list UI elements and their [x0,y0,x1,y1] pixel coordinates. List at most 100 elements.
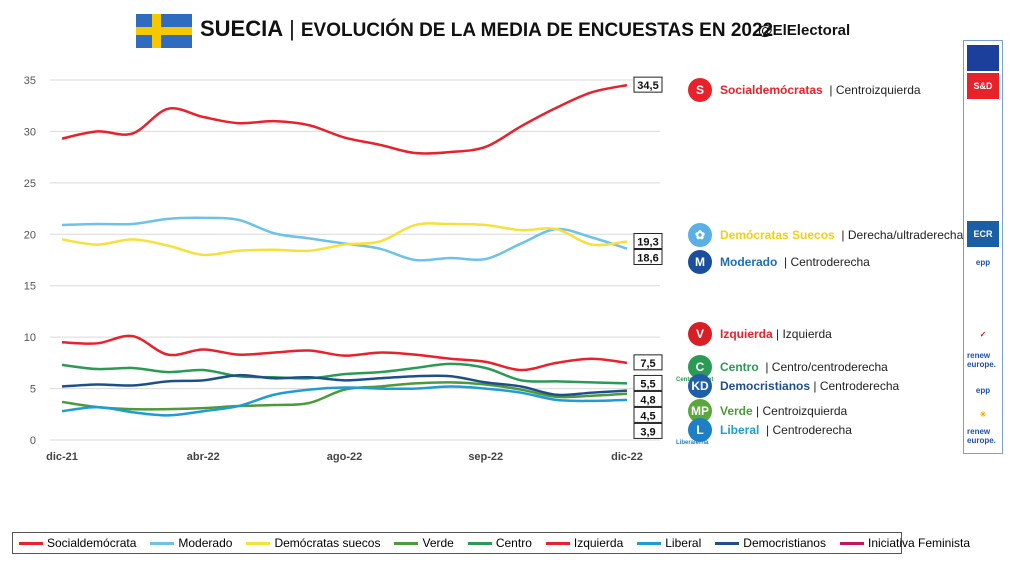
series-line-centro [61,362,628,385]
party-ideology: | Derecha/ultraderecha [834,228,964,242]
chart-title: SUECIA | EVOLUCIÓN DE LA MEDIA DE ENCUESTA… [200,16,773,42]
x-tick-label: dic-21 [46,451,78,463]
value-label: 5,5 [640,378,655,390]
x-tick-label: dic-22 [611,451,643,463]
renew-icon-2: renew europe. [967,423,999,449]
value-label-box [633,406,663,423]
value-label-box [633,232,663,249]
party-logo-sd-icon: S [688,78,712,102]
legend-item: Socialdemócrata [19,536,136,550]
party-annotation-dc: KD Democristianos | Centroderecha [688,374,899,398]
party-logo-lib-icon: L [688,418,712,442]
value-label: 34,5 [637,80,658,92]
value-label-box [633,76,663,93]
series-line-verde [61,381,628,411]
party-logo-caption: Liberalerna [676,440,709,446]
legend-swatch [545,541,570,545]
legend-item: Moderado [150,536,232,550]
title-separator: | [289,16,295,41]
epp-icon-2: epp [967,377,999,403]
y-tick-label: 5 [30,384,36,396]
greens-icon: ☀ [967,401,999,427]
party-name: Liberal [720,423,760,437]
series-line-democristianos [61,373,628,397]
legend-item: Demócratas suecos [246,536,380,550]
y-tick-label: 15 [24,281,36,293]
legend-label: Izquierda [573,536,624,550]
legend-label: Moderado [178,536,233,550]
value-label: 18,6 [637,252,658,264]
legend-item: Verde [394,536,454,550]
title-subtitle: EVOLUCIÓN DE LA MEDIA DE ENCUESTAS EN 20… [300,20,774,41]
legend-item: Izquierda [545,536,624,550]
party-ideology: | Centro/centroderecha [758,360,888,374]
y-tick-label: 0 [30,435,36,447]
epp-icon: epp [967,249,999,275]
party-annotation-dsue: ✿ Demócratas Suecos | Derecha/ultraderech… [688,223,963,247]
renew-icon: renew europe. [967,347,999,373]
author-handle: @ElElectoral [758,22,851,39]
value-label: 4,5 [640,410,655,422]
eu-flag-icon [967,45,999,71]
party-ideology: | Centroderecha [777,255,870,269]
x-tick-label: ago-22 [327,451,362,463]
party-annotation-izq: V Izquierda | Izquierda [688,322,832,346]
legend-label: Liberal [665,536,702,550]
legend-swatch [839,541,864,545]
party-ideology: | Izquierda [772,327,832,341]
y-tick-label: 30 [24,126,36,138]
party-ideology: | Centroizquierda [822,83,921,97]
party-annotation-lib: L Liberal | Centroderecha Liberalerna [676,418,852,446]
y-tick-label: 35 [24,75,36,87]
legend-label: Demócratas suecos [274,536,381,550]
x-tick-label: sep-22 [468,451,503,463]
title-country: SUECIA [200,16,284,41]
sweden-flag-icon [136,14,192,48]
legend-swatch [19,541,43,545]
legend-item: Centro [467,536,532,550]
legend-swatch [467,541,492,545]
party-logo-mod-icon: M [688,250,712,274]
party-logo-cen-icon: C [688,355,712,379]
series-line-moderado [61,216,628,262]
value-label: 3,9 [640,426,655,438]
value-label: 4,8 [640,394,655,406]
legend-label: Socialdemócrata [47,536,137,550]
value-label-box [633,374,663,391]
legend-swatch [637,541,662,545]
party-logo-dc-icon: KD [688,374,712,398]
series-line-socialdem-crata [61,83,628,155]
party-annotation-mod: M Moderado | Centroderecha [688,250,870,274]
legend-swatch [246,541,271,545]
legend-swatch [715,541,740,545]
party-logo-izq-icon: V [688,322,712,346]
party-ideology: | Centroizquierda [752,404,848,418]
legend-item: Liberal [637,536,701,550]
party-ideology: | Centroderecha [759,423,852,437]
party-name: Izquierda [720,327,773,341]
party-name: Demócratas Suecos [720,228,835,242]
legend-item: Iniciativa Feminista [839,536,970,550]
series-line-liberal [61,385,628,417]
y-tick-label: 10 [24,332,36,344]
ecr-icon: ECR [967,221,999,247]
party-ideology: | Centroderecha [810,379,900,393]
legend-swatch [150,541,175,545]
y-tick-label: 25 [24,178,36,190]
value-label-box [633,354,663,371]
value-label: 7,5 [640,358,655,370]
legend-label: Democristianos [743,536,826,550]
value-label-box [633,422,663,439]
chart-legend: Socialdemócrata Moderado Demócratas suecos… [12,532,970,554]
legend-label: Verde [422,536,454,550]
party-name: Centro [720,360,759,374]
series-line-izquierda [61,334,628,372]
value-label-box [633,248,663,265]
party-logo-dsue-icon: ✿ [688,223,712,247]
value-label: 19,3 [637,236,658,248]
s-and-d-icon: S&D [967,73,999,99]
party-name: Verde [720,404,753,418]
party-annotation-ver: MP Verde | Centroizquierda [688,399,847,423]
y-tick-label: 20 [24,229,36,241]
